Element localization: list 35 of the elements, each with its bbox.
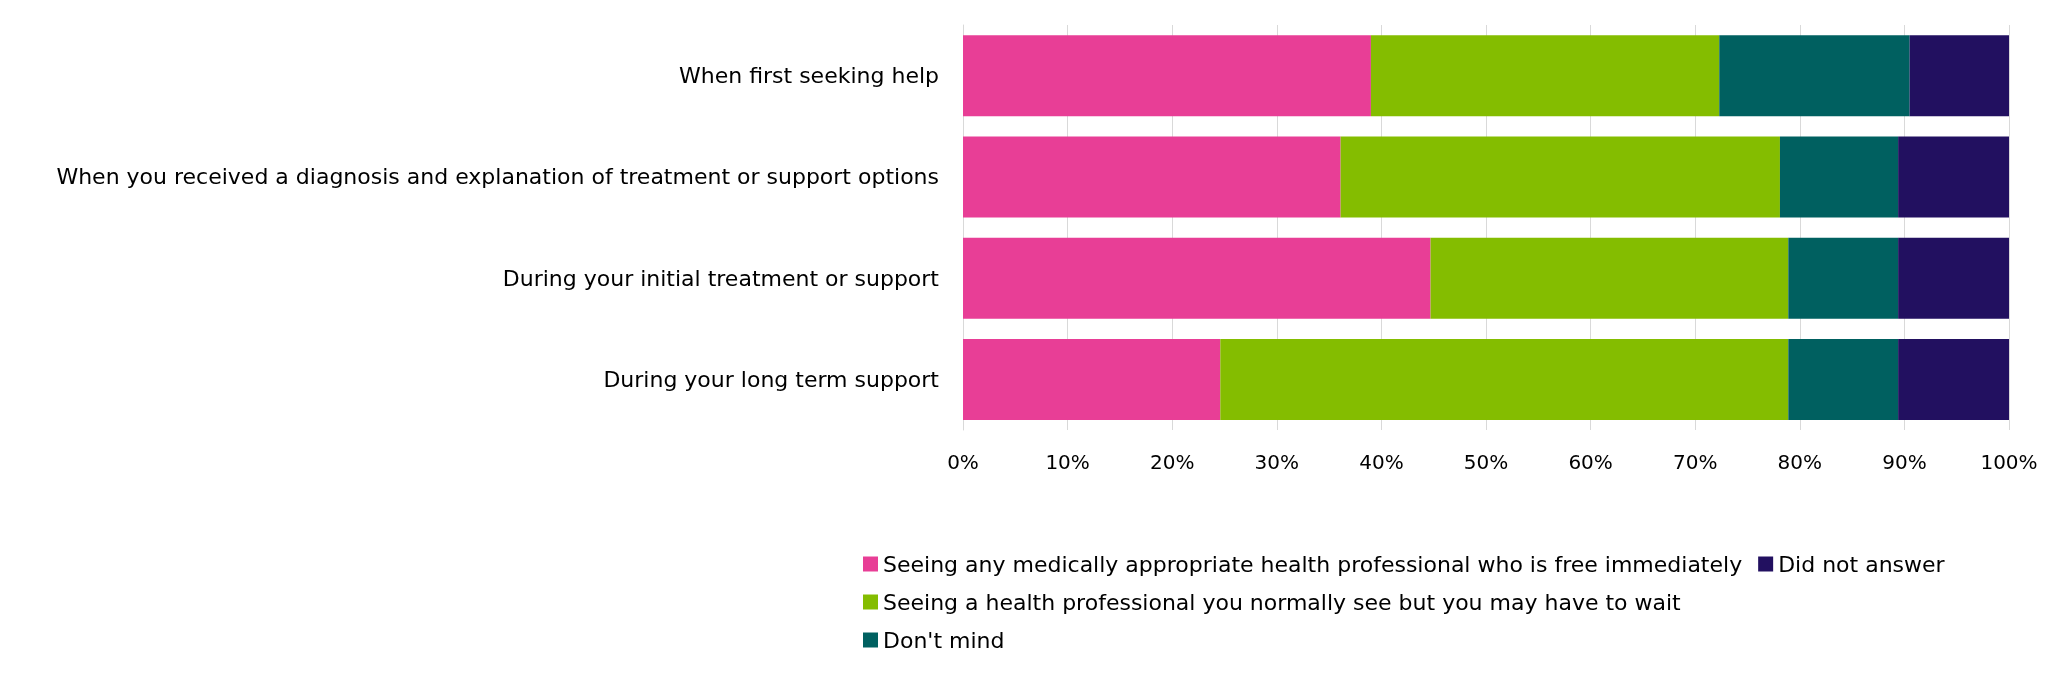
legend-label: Seeing a health professional you normally see but you may have to wait (883, 589, 1682, 615)
bar (1220, 338, 1789, 420)
bar (1788, 338, 1899, 420)
bar (963, 136, 1341, 218)
legend-label: Don't mind (883, 627, 1005, 653)
y-tick-label: When first seeking help (679, 63, 939, 89)
legend-label: Did not answer (1778, 551, 1946, 577)
y-tick-label: During your initial treatment or support (502, 265, 940, 291)
y-tick-label: When you received a diagnosis and explanation of treatment or support options (56, 164, 939, 190)
x-tick-label: 70% (1672, 450, 1718, 474)
x-tick-label: 10% (1045, 450, 1090, 474)
y-tick-label: During your long term support (603, 366, 940, 392)
bar (1370, 35, 1720, 117)
bar (963, 237, 1431, 319)
bar (1788, 237, 1899, 319)
x-tick-label: 60% (1568, 450, 1613, 474)
legend-label: Seeing any medically appropriate health professional who is free immediately (883, 551, 1743, 577)
bar (963, 338, 1221, 420)
x-tick-label: 40% (1359, 450, 1404, 474)
x-tick-label: 30% (1254, 450, 1300, 474)
x-tick-label: 50% (1463, 450, 1509, 474)
x-tick-label: 90% (1882, 450, 1927, 474)
bar (1340, 136, 1780, 218)
x-tick-label: 0% (947, 450, 979, 474)
bar (1430, 237, 1789, 319)
x-tick-label: 80% (1777, 450, 1823, 474)
x-tick-label: 20% (1149, 450, 1195, 474)
bar (1779, 136, 1899, 218)
bar (1719, 35, 1910, 117)
bar (1898, 338, 2009, 420)
bar (1898, 136, 2009, 218)
x-tick-label: 100% (1980, 450, 2038, 474)
bar (963, 35, 1371, 117)
bar (1909, 35, 2009, 117)
bar (1898, 237, 2009, 319)
